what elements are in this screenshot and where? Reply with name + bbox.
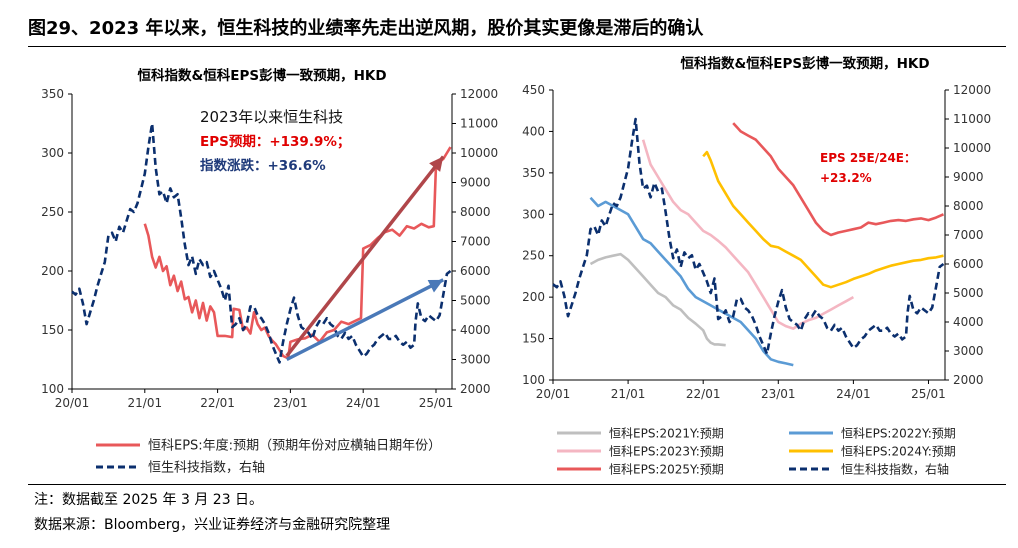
annotation-line-1: EPS 25E/24E： — [820, 151, 916, 165]
y-left-tick-label: 300 — [522, 207, 545, 221]
trend-arrow-head-1 — [429, 156, 444, 172]
y-left-tick-label: 150 — [41, 323, 64, 337]
series-line-eps_2025 — [732, 122, 945, 237]
legend-label: 恒科EPS:2022Y:预期 — [841, 427, 956, 441]
trend-arrow-shaft-2 — [285, 278, 445, 362]
y-right-tick-label: 11000 — [953, 112, 991, 126]
annotation-line-2: +23.2% — [820, 171, 872, 185]
x-tick-label: 20/01 — [536, 387, 571, 401]
top-rule — [28, 46, 1006, 47]
chart-1: 恒科指数&恒科EPS彭博一致预期，HKD 100 150 200 250 300 350 20… — [41, 67, 498, 476]
x-tick-label: 21/01 — [128, 396, 163, 410]
x-tick-label: 23/01 — [273, 396, 308, 410]
legend-label: 恒科EPS:2024Y:预期 — [841, 445, 956, 459]
chart-title: 恒科指数&恒科EPS彭博一致预期，HKD — [137, 67, 386, 84]
bottom-rule — [28, 484, 1006, 485]
y-right-tick-label: 12000 — [460, 87, 498, 101]
y-right-tick-label: 9000 — [953, 170, 984, 184]
y-right-tick-label: 11000 — [460, 117, 498, 131]
legend-label: 恒科EPS:年度:预期（预期年份对应横轴日期年份） — [148, 438, 441, 454]
y-left-tick-label: 200 — [41, 264, 64, 278]
y-right-tick-label: 2000 — [953, 373, 984, 387]
legend-label: 恒科EPS:2025Y:预期 — [609, 463, 724, 477]
y-right-tick-label: 5000 — [953, 286, 984, 300]
x-tick-label: 24/01 — [346, 396, 381, 410]
y-right-tick-label: 6000 — [953, 257, 984, 271]
y-right-tick-label: 8000 — [953, 199, 984, 213]
legend-label: 恒科EPS:2021Y:预期 — [609, 427, 724, 441]
y-right-tick-label: 4000 — [953, 315, 984, 329]
trend-arrow-head-2 — [427, 279, 444, 293]
y-right-tick-label: 10000 — [460, 146, 498, 160]
legend-label: 恒生科技指数，右轴 — [148, 461, 265, 476]
series-line-index — [71, 122, 452, 364]
annotation-line-1: 2023年以来恒生科技 — [200, 108, 343, 126]
y-left-tick-label: 250 — [522, 249, 545, 263]
legend-label: 恒科EPS:2023Y:预期 — [609, 445, 724, 459]
x-tick-label: 22/01 — [200, 396, 235, 410]
trend-arrow-shaft-1 — [285, 155, 445, 358]
x-tick-label: 22/01 — [686, 387, 721, 401]
x-tick-label: 25/01 — [911, 387, 946, 401]
y-right-tick-label: 9000 — [460, 176, 491, 190]
figure-source: 数据来源：Bloomberg，兴业证券经济与金融研究院整理 — [34, 517, 391, 533]
x-tick-label: 20/01 — [55, 396, 90, 410]
y-left-tick-label: 350 — [41, 87, 64, 101]
y-right-tick-label: 7000 — [953, 228, 984, 242]
y-right-tick-label: 3000 — [953, 344, 984, 358]
y-left-tick-label: 400 — [522, 124, 545, 138]
y-left-tick-label: 100 — [41, 382, 64, 396]
x-tick-label: 21/01 — [611, 387, 646, 401]
y-left-tick-label: 150 — [522, 332, 545, 346]
figure-title: 图29、2023 年以来，恒生科技的业绩率先走出逆风期，股价其实更像是滞后的确认 — [28, 18, 704, 39]
figure-note: 注：数据截至 2025 年 3 月 23 日。 — [34, 492, 264, 508]
legend-label: 恒生科技指数，右轴 — [841, 462, 949, 477]
series-line-eps — [143, 146, 452, 360]
series-line-eps_2024 — [702, 150, 944, 289]
series-line-eps_2023 — [641, 139, 855, 330]
y-left-tick-label: 450 — [522, 83, 545, 97]
y-left-tick-label: 200 — [522, 290, 545, 304]
chart-2: 恒科指数&恒科EPS彭博一致预期，HKD 100 150 200 250 300 350 40… — [522, 55, 991, 477]
y-right-tick-label: 10000 — [953, 141, 991, 155]
series-line-eps_2022 — [589, 196, 794, 367]
annotation-line-2: EPS预期：+139.9%； — [200, 134, 350, 150]
x-tick-label: 24/01 — [836, 387, 871, 401]
y-left-tick-label: 100 — [522, 373, 545, 387]
y-right-tick-label: 2000 — [460, 382, 491, 396]
series-line-index — [552, 117, 945, 356]
y-right-tick-label: 3000 — [460, 353, 491, 367]
y-left-tick-label: 350 — [522, 166, 545, 180]
y-right-tick-label: 12000 — [953, 83, 991, 97]
x-tick-label: 25/01 — [419, 396, 454, 410]
x-tick-label: 23/01 — [761, 387, 796, 401]
y-left-tick-label: 250 — [41, 205, 64, 219]
y-right-tick-label: 5000 — [460, 294, 491, 308]
y-right-tick-label: 7000 — [460, 235, 491, 249]
y-right-tick-label: 6000 — [460, 264, 491, 278]
annotation-line-3: 指数涨跌：+36.6% — [200, 157, 326, 174]
y-right-tick-label: 4000 — [460, 323, 491, 337]
series-line-eps_2021 — [589, 252, 726, 347]
chart-title: 恒科指数&恒科EPS彭博一致预期，HKD — [680, 55, 929, 72]
y-left-tick-label: 300 — [41, 146, 64, 160]
y-right-tick-label: 8000 — [460, 205, 491, 219]
